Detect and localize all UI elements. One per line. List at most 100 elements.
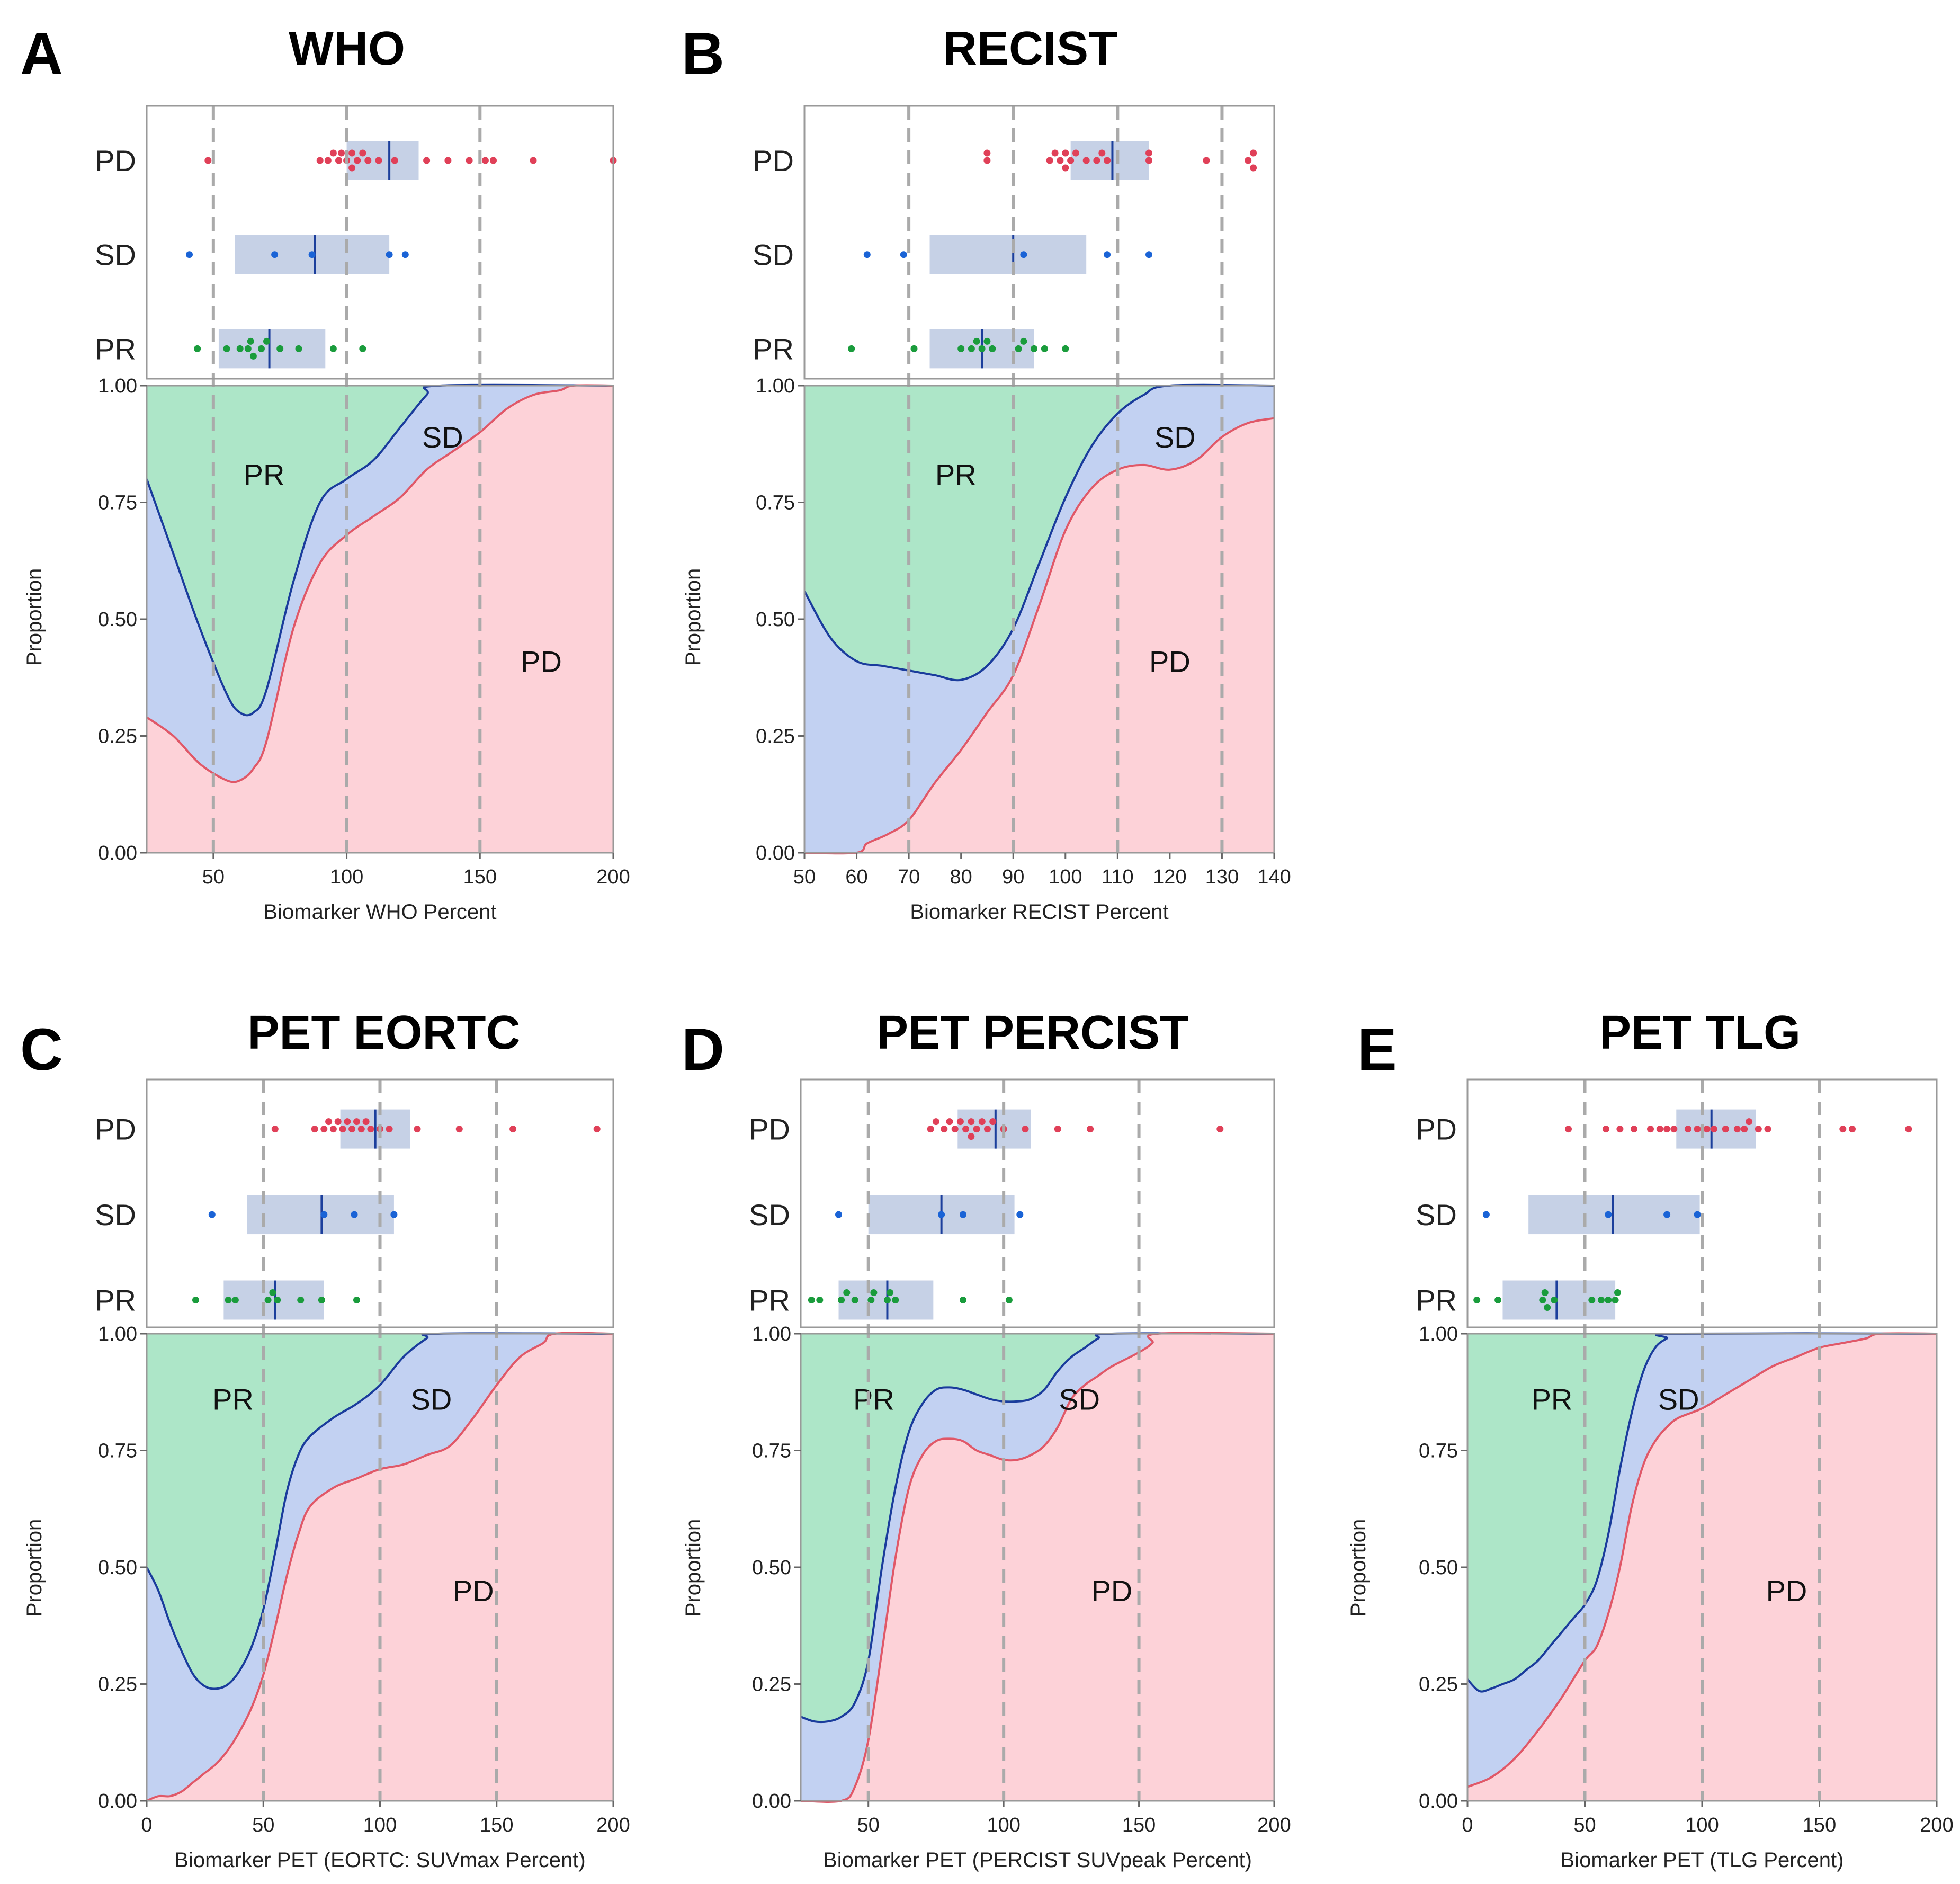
x-tick-label: 100 bbox=[330, 866, 363, 888]
panel-letter: D bbox=[682, 1016, 724, 1083]
data-point-pd bbox=[1703, 1126, 1711, 1133]
data-point-pr bbox=[1062, 345, 1069, 352]
data-point-sd bbox=[186, 251, 193, 258]
data-point-pr bbox=[968, 345, 975, 352]
data-point-pr bbox=[264, 1297, 272, 1303]
data-point-pd bbox=[1067, 157, 1075, 164]
x-tick-label: 130 bbox=[1205, 866, 1239, 888]
data-point-pd bbox=[362, 1118, 370, 1126]
data-point-pd bbox=[530, 157, 537, 164]
x-tick-label: 100 bbox=[363, 1814, 397, 1836]
iqr-box-pr bbox=[223, 1280, 324, 1320]
data-point-pr bbox=[318, 1297, 325, 1303]
pd-boundary-line bbox=[146, 1332, 614, 1802]
x-tick-label: 120 bbox=[1153, 866, 1186, 888]
category-label-pr: PR bbox=[1416, 1284, 1457, 1317]
data-point-pr bbox=[983, 337, 991, 345]
y-tick-label: 0.50 bbox=[98, 1557, 137, 1579]
dot-plot: PD SD PR bbox=[95, 1109, 601, 1320]
region-label-pd: PD bbox=[521, 645, 562, 678]
data-point-pd bbox=[324, 157, 332, 164]
sd-boundary-line bbox=[1466, 1332, 1937, 1693]
category-label-sd: SD bbox=[95, 238, 136, 272]
data-point-pd bbox=[1245, 157, 1252, 164]
y-tick-label: 0.25 bbox=[98, 1674, 137, 1696]
region-label-sd: SD bbox=[1059, 1382, 1100, 1416]
data-point-pr bbox=[269, 1289, 276, 1296]
data-point-pd bbox=[973, 1126, 980, 1133]
y-tick-label: 0.25 bbox=[752, 1674, 791, 1696]
x-tick-label: 200 bbox=[596, 866, 630, 888]
data-point-pd bbox=[344, 1118, 351, 1126]
data-point-pd bbox=[509, 1126, 517, 1133]
region-label-pr: PR bbox=[853, 1382, 894, 1416]
data-point-pd bbox=[1670, 1126, 1678, 1133]
data-point-pr bbox=[887, 1289, 894, 1296]
data-point-sd bbox=[320, 1211, 328, 1218]
data-point-pr bbox=[808, 1297, 815, 1303]
data-point-pd bbox=[391, 157, 398, 164]
region-label-sd: SD bbox=[422, 421, 463, 454]
data-point-pd bbox=[978, 1118, 986, 1126]
data-point-sd bbox=[271, 251, 279, 258]
data-point-pr bbox=[1539, 1297, 1546, 1303]
category-label-pd: PD bbox=[749, 1113, 790, 1146]
y-tick-label: 0.25 bbox=[98, 726, 137, 748]
data-point-sd bbox=[960, 1211, 966, 1218]
data-point-pd bbox=[1082, 157, 1090, 164]
y-tick-label: 1.00 bbox=[752, 1323, 791, 1345]
data-point-pd bbox=[1093, 157, 1100, 164]
sd-boundary-line bbox=[803, 383, 1275, 682]
region-label-pd: PD bbox=[1766, 1574, 1807, 1608]
data-point-pd bbox=[1022, 1126, 1029, 1133]
x-tick-label: 50 bbox=[252, 1814, 274, 1836]
x-tick-label: 150 bbox=[1803, 1814, 1836, 1836]
data-point-pd bbox=[348, 149, 356, 157]
category-label-pr: PR bbox=[95, 1284, 136, 1317]
data-point-pd bbox=[444, 157, 452, 164]
data-point-pr bbox=[231, 1297, 239, 1303]
y-tick-label: 1.00 bbox=[98, 375, 137, 397]
panel-title: PET EORTC bbox=[247, 1006, 520, 1059]
data-point-pr bbox=[225, 1297, 232, 1303]
data-point-pr bbox=[892, 1297, 899, 1303]
data-point-pr bbox=[1551, 1297, 1558, 1303]
data-point-pr bbox=[1020, 337, 1027, 345]
data-point-pd bbox=[414, 1126, 421, 1133]
x-tick-label: 50 bbox=[793, 866, 816, 888]
data-point-sd bbox=[1145, 251, 1152, 258]
data-point-pd bbox=[455, 1126, 463, 1133]
data-point-sd bbox=[1663, 1211, 1671, 1218]
y-axis-label: Proportion bbox=[682, 1519, 705, 1617]
data-point-pd bbox=[927, 1126, 934, 1133]
data-point-pd bbox=[1905, 1126, 1912, 1133]
data-point-sd bbox=[208, 1211, 216, 1218]
y-tick-label: 0.75 bbox=[1419, 1440, 1458, 1462]
region-label-pr: PR bbox=[1532, 1382, 1573, 1416]
panel-title: RECIST bbox=[943, 22, 1117, 75]
data-point-pr bbox=[843, 1289, 851, 1296]
data-point-pr bbox=[870, 1289, 878, 1296]
category-label-sd: SD bbox=[749, 1198, 790, 1231]
panel-d: D PET PERCIST PR SD PD PD SD PR 0.00 0.25 0.50 0.75… bbox=[682, 1006, 1291, 1872]
dot-plot: PD SD PR bbox=[95, 141, 617, 369]
data-point-pd bbox=[348, 1126, 356, 1133]
x-tick-label: 100 bbox=[987, 1814, 1020, 1836]
data-point-pd bbox=[386, 1126, 393, 1133]
data-point-pd bbox=[1072, 149, 1079, 157]
data-point-pd bbox=[968, 1118, 975, 1126]
x-tick-label: 0 bbox=[1462, 1814, 1473, 1836]
y-axis-label: Proportion bbox=[1347, 1519, 1370, 1617]
data-point-pr bbox=[910, 345, 918, 352]
data-point-pr bbox=[247, 337, 254, 345]
data-point-sd bbox=[863, 251, 871, 258]
panel-title: PET PERCIST bbox=[876, 1006, 1189, 1059]
region-pd-fill bbox=[801, 1333, 1274, 1802]
pd-boundary-line bbox=[800, 1332, 1275, 1803]
y-tick-label: 0.50 bbox=[752, 1557, 791, 1579]
x-tick-label: 80 bbox=[950, 866, 972, 888]
data-point-pr bbox=[297, 1297, 305, 1303]
data-point-pd bbox=[1145, 149, 1152, 157]
data-point-sd bbox=[1104, 251, 1111, 258]
data-point-pr bbox=[1588, 1297, 1596, 1303]
